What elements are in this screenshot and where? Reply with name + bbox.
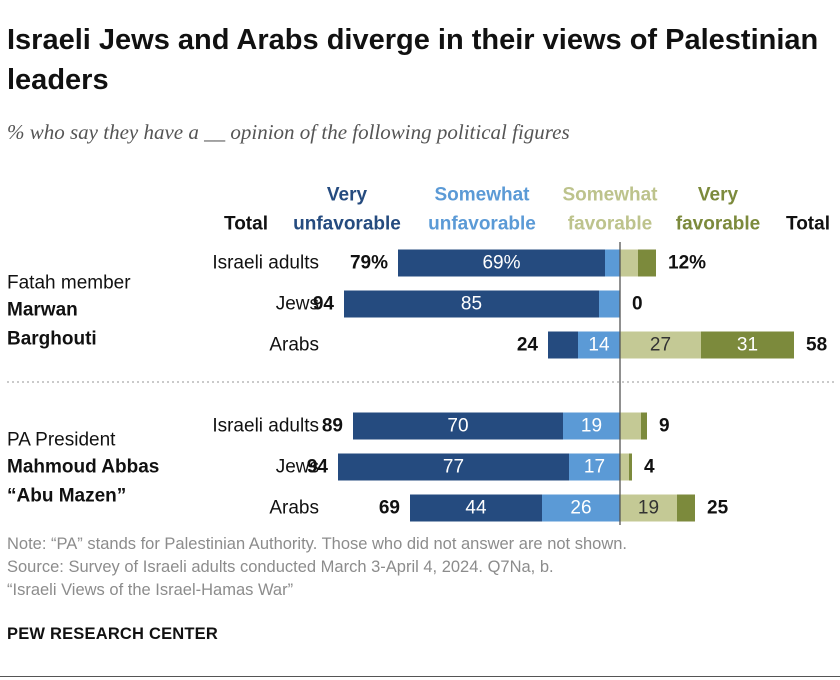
report-title-line: “Israeli Views of the Israel-Hamas War” xyxy=(7,581,294,599)
row-label: Israeli adults xyxy=(212,416,319,437)
bar-very-unfavorable xyxy=(548,331,578,359)
chart-notes: Note: “PA” stands for Palestinian Author… xyxy=(7,533,627,602)
bar-somewhat-unfavorable xyxy=(599,290,620,318)
bar-somewhat-favorable xyxy=(620,249,638,277)
label-very-unfavorable: 69% xyxy=(482,253,520,274)
bar-somewhat-favorable xyxy=(620,453,629,481)
label-very-unfavorable: 70 xyxy=(447,416,468,437)
label-somewhat-unfavorable: 19 xyxy=(581,416,602,437)
label-somewhat-unfavorable: 26 xyxy=(570,498,591,519)
total-favorable: 25 xyxy=(707,498,729,519)
header-somewhat-unfavorable: unfavorable xyxy=(428,214,536,235)
header-very-favorable: favorable xyxy=(676,214,760,235)
bar-somewhat-unfavorable xyxy=(563,412,620,440)
bar-somewhat-favorable xyxy=(620,331,701,359)
bar-very-favorable xyxy=(638,249,656,277)
bar-very-favorable xyxy=(701,331,794,359)
total-favorable: 12% xyxy=(668,253,706,274)
label-somewhat-unfavorable: 14 xyxy=(588,335,610,356)
total-favorable: 4 xyxy=(644,457,655,478)
note-line: Note: “PA” stands for Palestinian Author… xyxy=(7,535,627,553)
bar-very-favorable xyxy=(641,412,647,440)
bar-very-unfavorable xyxy=(410,494,542,522)
bottom-rule xyxy=(0,676,840,677)
group-label: PA President xyxy=(7,430,116,451)
total-unfavorable: 89 xyxy=(322,416,343,437)
total-favorable: 0 xyxy=(632,294,643,315)
bar-very-unfavorable xyxy=(398,249,605,277)
total-unfavorable: 94 xyxy=(307,457,329,478)
chart-title: Israeli Jews and Arabs diverge in their … xyxy=(7,24,819,96)
group-label: Fatah member xyxy=(7,273,131,294)
bar-somewhat-favorable xyxy=(620,494,677,522)
group-label-bold: Mahmoud Abbas xyxy=(7,457,159,478)
header-total-left: Total xyxy=(224,214,268,235)
total-favorable: 58 xyxy=(806,335,827,356)
bar-somewhat-unfavorable xyxy=(569,453,620,481)
total-unfavorable: 24 xyxy=(517,335,539,356)
header-somewhat-favorable: Somewhat xyxy=(562,185,658,206)
source-line: Source: Survey of Israeli adults conduct… xyxy=(7,558,554,576)
pew-logo-text: PEW RESEARCH CENTER xyxy=(7,625,218,643)
bar-somewhat-unfavorable xyxy=(542,494,620,522)
row-label: Jews xyxy=(276,457,319,478)
total-favorable: 9 xyxy=(659,416,670,437)
label-somewhat-unfavorable: 17 xyxy=(584,457,605,478)
row-label: Israeli adults xyxy=(212,253,319,274)
group-label-bold: “Abu Mazen” xyxy=(7,486,126,507)
row-label: Jews xyxy=(276,294,319,315)
header-total-right: Total xyxy=(786,214,830,235)
row-label: Arabs xyxy=(269,498,319,519)
bar-somewhat-unfavorable xyxy=(605,249,620,277)
group-label-bold: Barghouti xyxy=(7,329,97,350)
label-very-favorable: 31 xyxy=(737,335,758,356)
bar-very-unfavorable xyxy=(338,453,569,481)
chart-subtitle: % who say they have a __ opinion of the … xyxy=(7,120,570,144)
diverging-bar-chart: Total Very unfavorable Somewhat unfavorable S… xyxy=(7,185,836,525)
header-very-unfavorable: unfavorable xyxy=(293,214,401,235)
total-unfavorable: 94 xyxy=(313,294,335,315)
label-somewhat-favorable: 19 xyxy=(638,498,659,519)
header-very-favorable: Very xyxy=(698,185,739,206)
bar-very-favorable xyxy=(629,453,632,481)
total-unfavorable: 79% xyxy=(350,253,388,274)
label-somewhat-favorable: 27 xyxy=(650,335,671,356)
label-very-unfavorable: 85 xyxy=(461,294,482,315)
header-somewhat-unfavorable: Somewhat xyxy=(434,185,530,206)
header-very-unfavorable: Very xyxy=(327,185,368,206)
row-label: Arabs xyxy=(269,335,319,356)
bar-somewhat-favorable xyxy=(620,412,641,440)
total-unfavorable: 69 xyxy=(379,498,400,519)
label-very-unfavorable: 44 xyxy=(465,498,487,519)
label-very-unfavorable: 77 xyxy=(443,457,464,478)
bar-very-unfavorable xyxy=(344,290,599,318)
bar-very-favorable xyxy=(677,494,695,522)
group-label-bold: Marwan xyxy=(7,300,78,321)
bar-somewhat-unfavorable xyxy=(578,331,620,359)
header-somewhat-favorable: favorable xyxy=(568,214,652,235)
bar-very-unfavorable xyxy=(353,412,563,440)
